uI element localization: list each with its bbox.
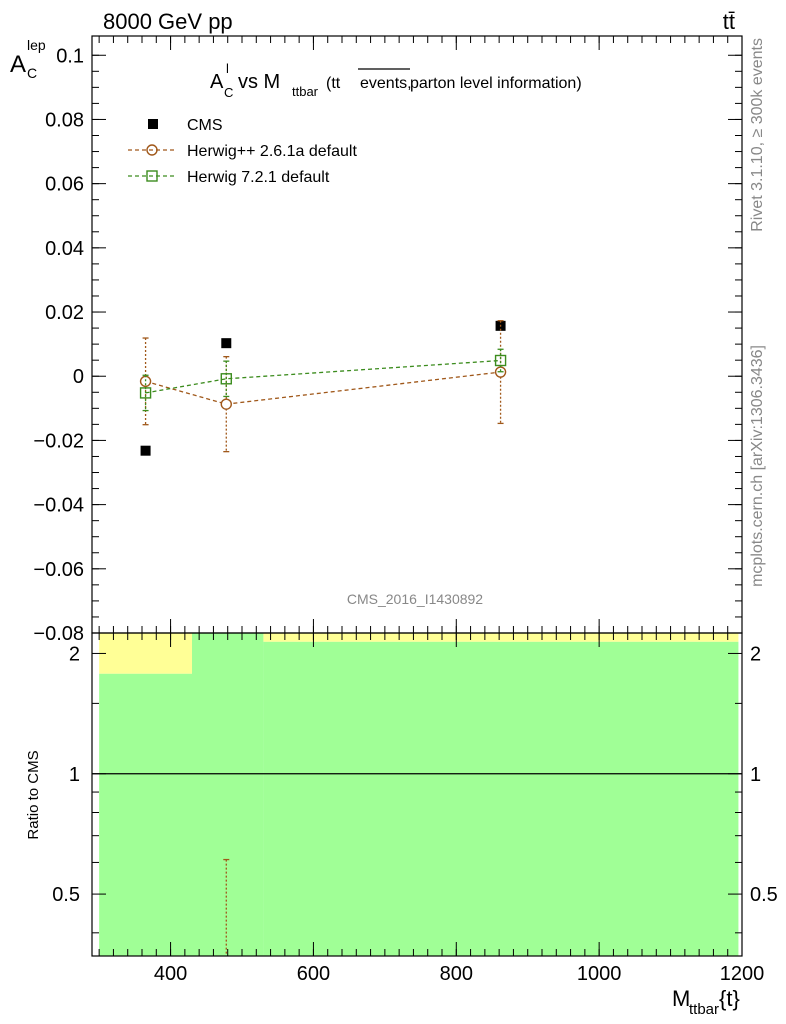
xlabel-rest: {t} bbox=[719, 986, 740, 1011]
point-2-2 bbox=[494, 354, 507, 367]
main-ytick-label-1: 0.08 bbox=[45, 109, 84, 131]
series-2 bbox=[139, 348, 507, 412]
analysis-watermark: CMS_2016_I1430892 bbox=[347, 591, 483, 607]
ylabel-sub: C bbox=[27, 65, 37, 81]
main-ytick-label-0: 0.1 bbox=[56, 45, 84, 67]
ratio-band-yellow-2 bbox=[263, 633, 739, 642]
ratio-ytick-label-right-2: 0.5 bbox=[750, 884, 778, 906]
xlabel-sub: ttbar bbox=[689, 1001, 719, 1018]
legend-label-cms: CMS bbox=[187, 117, 223, 134]
legend-item-cms: CMS bbox=[148, 117, 223, 134]
series-line-1 bbox=[145, 371, 501, 405]
rivet-version-label: Rivet 3.1.10, ≥ 300k events bbox=[749, 38, 766, 232]
ratio-ytick-label-right-1: 1 bbox=[750, 764, 761, 786]
ratio-ytick-label-right-0: 2 bbox=[750, 643, 761, 665]
legend: CMS Herwig++ 2.6.1a default Herwig 7.2.1… bbox=[128, 117, 357, 186]
legend-label-herwigpp: Herwig++ 2.6.1a default bbox=[187, 143, 357, 160]
ylabel-sup: lep bbox=[27, 37, 46, 53]
xlabel-main: M bbox=[672, 986, 690, 1011]
main-ytick-label-4: 0.02 bbox=[45, 302, 84, 324]
point-2-0 bbox=[139, 387, 152, 399]
main-ytick-label-2: 0.06 bbox=[45, 174, 84, 196]
ratio-marks bbox=[92, 773, 742, 956]
title-sub: C bbox=[224, 85, 233, 100]
ratio-ytick-label-left-2: 0.5 bbox=[52, 884, 80, 906]
title-overline: events, bbox=[360, 75, 412, 92]
main-title: A l C vs M ttbar (tt events, parton leve… bbox=[210, 61, 582, 100]
ylabel-main: A bbox=[10, 51, 26, 78]
title-paren-open: (tt bbox=[326, 75, 341, 92]
ratio-ylabel: Ratio to CMS bbox=[25, 750, 42, 839]
ratio-band-green-2 bbox=[263, 641, 739, 956]
xtick-label-1: 600 bbox=[297, 963, 330, 985]
xlabel: M ttbar {t} bbox=[672, 986, 740, 1018]
source-label: mcplots.cern.ch [arXiv:1306.3436] bbox=[749, 345, 766, 587]
ratio-ytick-label-left-1: 1 bbox=[69, 764, 80, 786]
main-ytick-label-3: 0.04 bbox=[45, 238, 84, 260]
axes: 0.1 0.08 0.06 0.04 0.02 0 −0.02 −0.04 −0.06 −0.08… bbox=[33, 35, 778, 985]
legend-marker-herwigpp bbox=[146, 144, 158, 156]
series-0 bbox=[140, 320, 506, 456]
xtick-label-3: 1000 bbox=[577, 963, 622, 985]
series-line-2 bbox=[145, 359, 501, 394]
process-label: tt̄ bbox=[723, 9, 735, 34]
series-1 bbox=[139, 320, 507, 453]
ratio-band-green-0 bbox=[99, 673, 192, 956]
xtick-label-2: 800 bbox=[440, 963, 473, 985]
title-prefix: A bbox=[210, 71, 224, 93]
legend-item-herwig7: Herwig 7.2.1 default bbox=[128, 169, 330, 186]
xtick-label-4: 1200 bbox=[720, 963, 765, 985]
energy-label: 8000 GeV pp bbox=[103, 9, 233, 34]
title-sup: l bbox=[226, 61, 229, 76]
main-ylabel: A lep C bbox=[10, 37, 46, 81]
ratio-ytick-label-left-0: 2 bbox=[69, 643, 80, 665]
ratio-frame bbox=[91, 632, 743, 957]
main-ytick-label-8: −0.06 bbox=[33, 559, 84, 581]
legend-item-herwigpp: Herwig++ 2.6.1a default bbox=[128, 143, 357, 160]
ratio-band-yellow-0 bbox=[99, 633, 192, 674]
main-ytick-label-5: 0 bbox=[73, 366, 84, 388]
point-2-1 bbox=[220, 373, 232, 385]
legend-marker-cms bbox=[148, 119, 158, 129]
main-ytick-label-6: −0.02 bbox=[33, 430, 84, 452]
point-0-1 bbox=[221, 338, 232, 349]
title-paren-rest: parton level information) bbox=[410, 75, 582, 92]
legend-marker-herwig7 bbox=[146, 170, 158, 182]
main-series bbox=[139, 320, 507, 456]
ratio-band-green-1 bbox=[192, 633, 264, 956]
point-0-0 bbox=[140, 445, 151, 456]
xtick-label-0: 400 bbox=[154, 963, 187, 985]
main-ytick-label-9: −0.08 bbox=[33, 623, 84, 645]
legend-label-herwig7: Herwig 7.2.1 default bbox=[187, 169, 330, 186]
main-ytick-label-7: −0.04 bbox=[33, 495, 84, 517]
title-vs: vs M bbox=[238, 71, 280, 93]
point-1-1 bbox=[220, 398, 232, 410]
ratio-bands bbox=[99, 633, 739, 956]
title-vs-sub: ttbar bbox=[292, 84, 319, 99]
